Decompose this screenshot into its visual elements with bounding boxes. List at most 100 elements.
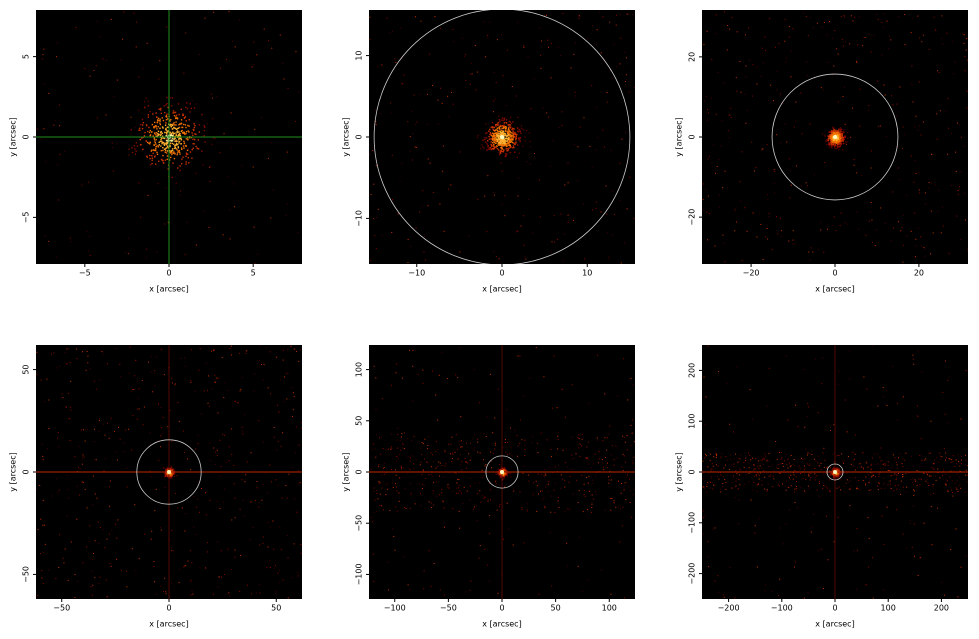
photon — [508, 120, 510, 123]
photon — [190, 579, 192, 581]
photon — [823, 89, 825, 91]
photon — [376, 492, 378, 494]
photon — [744, 207, 746, 209]
photon — [494, 130, 496, 132]
photon — [190, 107, 193, 110]
photon — [56, 164, 58, 166]
photon — [389, 509, 391, 511]
photon — [522, 215, 524, 217]
photon — [273, 426, 275, 428]
photon — [493, 191, 495, 193]
photon — [165, 129, 168, 131]
photon — [372, 521, 374, 523]
photon — [837, 132, 839, 134]
photon — [241, 164, 243, 166]
photon — [227, 390, 229, 392]
photon — [294, 348, 296, 350]
photon — [66, 348, 68, 350]
photon — [92, 584, 94, 586]
photon — [464, 461, 466, 463]
photon — [831, 130, 833, 132]
photon — [828, 143, 830, 145]
photon — [501, 204, 503, 206]
photon — [832, 127, 835, 129]
photon — [82, 481, 84, 483]
photon — [451, 436, 453, 438]
photon — [258, 584, 260, 586]
photon — [480, 501, 482, 503]
photon — [520, 127, 523, 130]
photon — [177, 127, 180, 129]
photon — [193, 526, 195, 528]
photon — [486, 231, 488, 233]
photon — [476, 520, 478, 522]
photon — [628, 478, 630, 480]
photon — [170, 150, 172, 152]
photon — [619, 63, 621, 65]
photon — [497, 473, 499, 475]
photon — [474, 433, 476, 435]
photon — [74, 456, 76, 458]
photon — [168, 539, 170, 541]
photon — [490, 148, 492, 150]
photon — [845, 141, 847, 143]
photon — [148, 142, 150, 144]
photon — [194, 138, 196, 141]
photon — [172, 131, 174, 133]
photon — [160, 427, 162, 429]
photon — [601, 459, 603, 461]
photon — [587, 579, 589, 581]
photon — [510, 135, 512, 137]
photon — [830, 137, 833, 139]
photon — [840, 140, 843, 142]
photon — [746, 230, 748, 232]
photon — [117, 519, 119, 521]
photon — [540, 474, 542, 476]
photon — [176, 135, 179, 137]
y-tick-label: 100 — [355, 362, 364, 377]
photon — [181, 507, 183, 509]
photon — [162, 417, 164, 419]
x-axis-label: x [arcsec] — [149, 285, 188, 294]
photon — [581, 433, 583, 435]
photon — [231, 428, 233, 430]
photon — [928, 187, 930, 189]
photon — [487, 500, 489, 502]
photon — [234, 549, 236, 551]
photon — [396, 456, 398, 458]
photon — [370, 468, 372, 470]
photon — [196, 506, 198, 508]
photon — [232, 41, 234, 43]
photon — [776, 134, 778, 136]
photon — [580, 474, 582, 476]
photon — [745, 122, 747, 124]
photon — [269, 560, 271, 562]
photon — [105, 60, 107, 62]
photon — [439, 28, 441, 30]
photon — [617, 480, 619, 482]
photon — [208, 375, 210, 377]
photon — [501, 145, 503, 147]
photon — [174, 127, 177, 130]
photon — [564, 416, 566, 418]
photon — [148, 154, 151, 157]
photon — [596, 354, 598, 356]
photon — [153, 127, 155, 129]
photon — [394, 549, 396, 551]
photon — [58, 199, 60, 201]
photon — [561, 111, 563, 113]
photon — [588, 459, 590, 461]
photon — [762, 258, 764, 260]
photon — [506, 131, 509, 134]
photon — [505, 451, 507, 453]
photon — [523, 244, 525, 246]
photon — [36, 128, 38, 130]
photon — [627, 163, 629, 165]
photon — [171, 469, 173, 471]
photon — [166, 150, 169, 152]
photon — [209, 181, 211, 183]
photon — [490, 489, 492, 491]
photon — [66, 474, 68, 476]
photon — [159, 519, 161, 521]
photon — [220, 67, 222, 69]
